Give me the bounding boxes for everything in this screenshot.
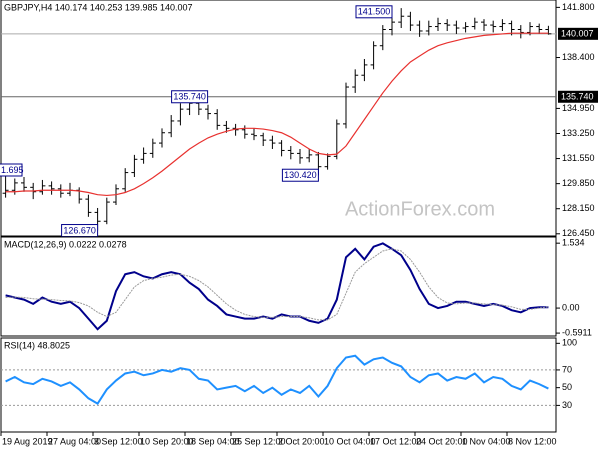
annotation-label: 1.695 [1,165,24,175]
y-tick-label: 134.950 [562,103,595,113]
y-tick-label: 131.550 [562,153,595,163]
annotation-label: 130.420 [284,170,317,180]
panel-plot [5,242,549,331]
y-tick-label: 138.400 [562,52,595,62]
y-tick-label: 129.850 [562,178,595,188]
annotation-box [281,168,319,182]
annotation-box [171,90,209,104]
annotation-label: 126.670 [63,225,96,235]
x-tick-label: 24 Oct 20:00 [416,436,468,446]
indicator-line [5,354,549,405]
x-tick-label: 25 Sep 12:00 [232,436,286,446]
x-tick-label: 10 Sep 20:00 [140,436,194,446]
y-tick-label: 1.534 [562,238,585,248]
price-box [558,90,598,103]
watermark: ActionForex.com [345,198,495,220]
annotation-box [355,5,393,19]
x-tick-label: 8 Nov 12:00 [508,436,557,446]
panel-title: GBPJPY,H4 140.174 140.253 139.985 140.00… [4,2,193,12]
x-tick-label: 2 Oct 20:00 [278,436,325,446]
y-tick-label: -0.5911 [562,327,592,337]
annotation-label: 141.500 [358,7,391,17]
panel-title: MACD(12,26,9) 0.0222 0.0278 [4,239,127,249]
y-tick-label: 100 [562,338,577,348]
panel-frame [0,236,557,337]
y-tick-label: 30 [562,400,572,410]
panel-title: RSI(14) 48.8025 [4,340,70,350]
x-tick-label: 27 Aug 04:00 [48,436,101,446]
y-tick-label: 70 [562,364,572,374]
annotation-label: 135.740 [173,92,206,102]
y-tick-label: 50 [562,382,572,392]
indicator-line [5,248,549,321]
y-tick-label: 133.250 [562,128,595,138]
y-tick-label: 141.800 [562,2,595,12]
x-tick-label: 19 Aug 2019 [2,436,53,446]
panel-plot [1,354,556,406]
x-tick-label: 10 Oct 04:00 [324,436,376,446]
y-tick-label: 0.00 [562,302,580,312]
panel-frame [0,0,557,237]
panel-frame [0,337,557,433]
moving-average [5,32,549,197]
x-tick-label: 1 Nov 04:00 [462,436,511,446]
x-tick-label: 18 Sep 04:00 [186,436,240,446]
y-tick-label: 128.150 [562,203,595,213]
annotation-box [0,163,23,177]
price-box [558,27,598,40]
panel-plot: ActionForex.com [1,8,556,231]
x-tick-label: 3 Sep 12:00 [94,436,143,446]
x-tick-label: 17 Oct 12:00 [370,436,422,446]
y-tick-label: 126.450 [562,228,595,238]
price-box-label: 140.007 [561,29,594,39]
price-box-label: 135.740 [561,92,594,102]
